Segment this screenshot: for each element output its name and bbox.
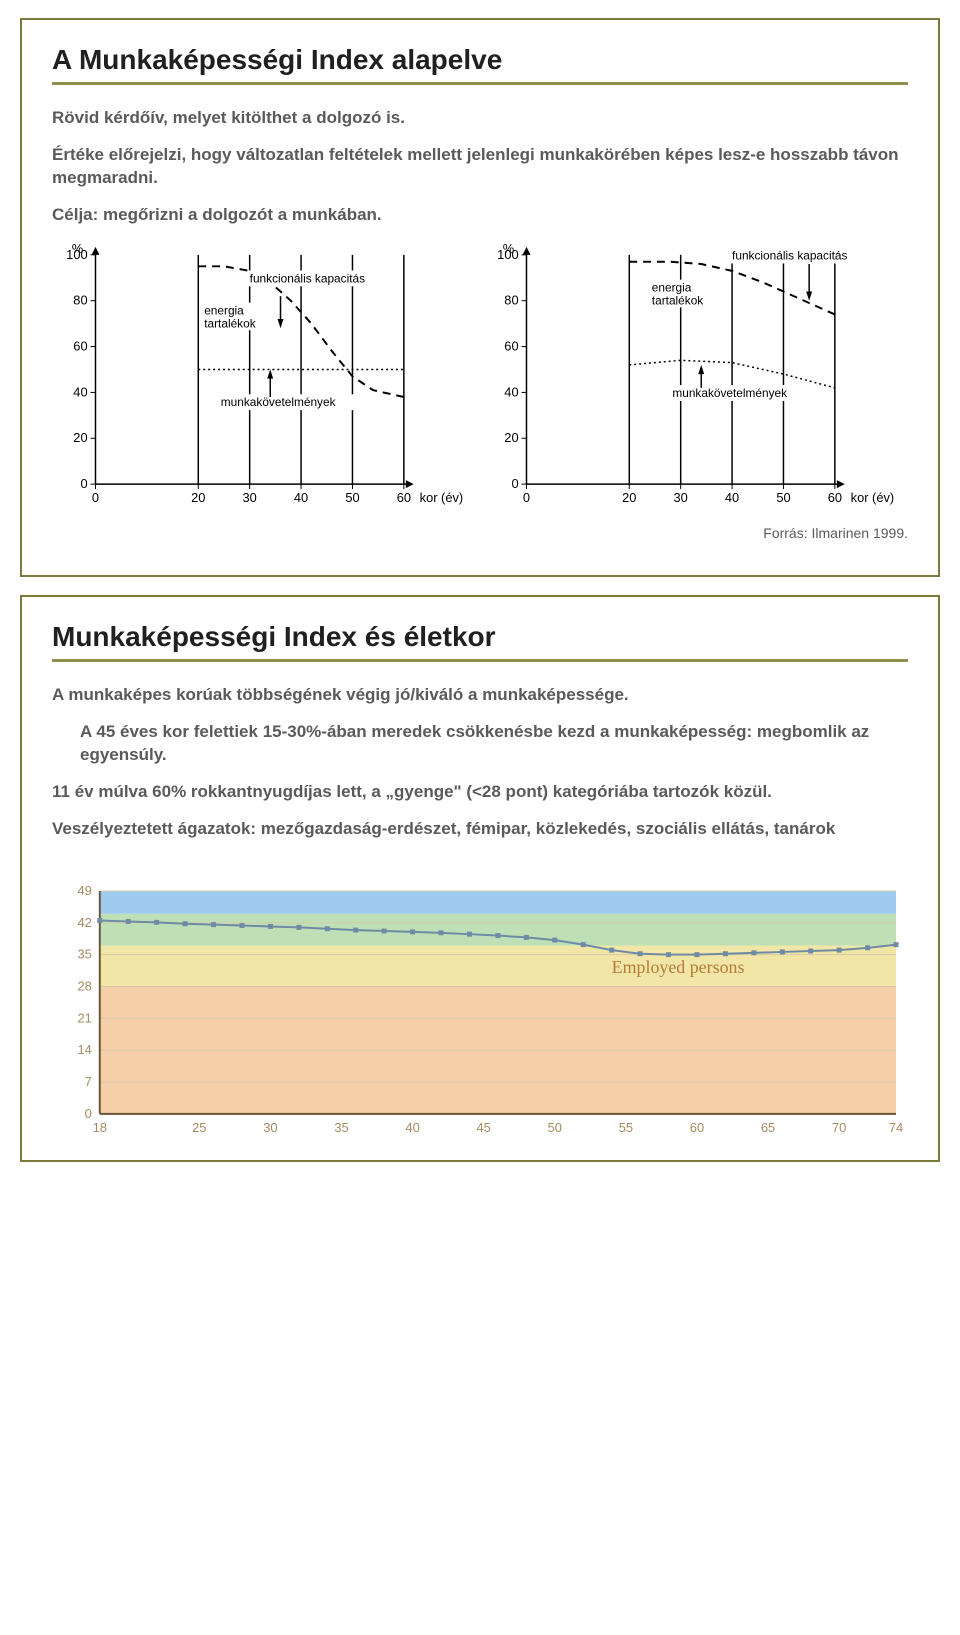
svg-text:0: 0	[523, 490, 530, 505]
svg-text:21: 21	[77, 1011, 91, 1026]
svg-text:18: 18	[93, 1120, 107, 1135]
svg-text:Employed persons: Employed persons	[612, 957, 745, 977]
svg-text:0: 0	[80, 476, 87, 491]
svg-text:60: 60	[73, 338, 87, 353]
svg-text:35: 35	[77, 947, 91, 962]
svg-text:0: 0	[511, 476, 518, 491]
minichart: 0 7 14 21 28 35 42 49 18 25 30 35 40 45 50 55 60 65 70 74 Em…	[52, 883, 908, 1142]
slide-1: A Munkaképességi Index alapelve Rövid ké…	[20, 18, 940, 577]
svg-text:40: 40	[73, 384, 87, 399]
chart-b: 020406080100%02030405060kor (év)funkcion…	[483, 241, 908, 518]
svg-text:28: 28	[77, 979, 91, 994]
svg-text:tartalékok: tartalékok	[204, 316, 255, 330]
svg-text:30: 30	[263, 1120, 277, 1135]
svg-text:60: 60	[828, 490, 842, 505]
intro-p1: Rövid kérdőív, melyet kitölthet a dolgoz…	[52, 107, 908, 130]
svg-text:60: 60	[504, 338, 518, 353]
svg-text:%: %	[503, 241, 514, 256]
s2-p1: A munkaképes korúak többségének végig jó…	[52, 684, 908, 707]
svg-text:funkcionális kapacitás: funkcionális kapacitás	[250, 271, 365, 285]
svg-text:14: 14	[77, 1042, 91, 1057]
svg-text:50: 50	[776, 490, 790, 505]
charts-row: 020406080100%02030405060kor (év)funkcion…	[52, 241, 908, 518]
svg-text:40: 40	[405, 1120, 419, 1135]
svg-text:50: 50	[548, 1120, 562, 1135]
svg-text:munkakövetelmények: munkakövetelmények	[672, 386, 787, 400]
svg-text:60: 60	[397, 490, 411, 505]
svg-text:30: 30	[674, 490, 688, 505]
svg-text:42: 42	[77, 915, 91, 930]
slide-2-content: Munkaképességi Index és életkor A munkak…	[22, 597, 938, 875]
svg-text:74: 74	[889, 1120, 903, 1135]
svg-text:funkcionális kapacitás: funkcionális kapacitás	[732, 248, 847, 262]
svg-text:49: 49	[77, 883, 91, 898]
svg-text:70: 70	[832, 1120, 846, 1135]
svg-text:60: 60	[690, 1120, 704, 1135]
svg-text:40: 40	[504, 384, 518, 399]
chart-a: 020406080100%02030405060kor (év)funkcion…	[52, 241, 477, 518]
minichart-wrap: 0 7 14 21 28 35 42 49 18 25 30 35 40 45 50 55 60 65 70 74 Em…	[52, 883, 908, 1142]
svg-text:tartalékok: tartalékok	[652, 293, 703, 307]
slide-1-content: A Munkaképességi Index alapelve Rövid ké…	[22, 20, 938, 575]
intro-p3: Célja: megőrizni a dolgozót a munkában.	[52, 204, 908, 227]
page-title-2: Munkaképességi Index és életkor	[52, 621, 908, 653]
svg-text:55: 55	[619, 1120, 633, 1135]
svg-text:0: 0	[92, 490, 99, 505]
svg-text:%: %	[72, 241, 83, 256]
title-rule	[52, 82, 908, 85]
page-title: A Munkaképességi Index alapelve	[52, 44, 908, 76]
s2-p2: A 45 éves kor felettiek 15-30%-ában mere…	[52, 721, 908, 767]
svg-text:20: 20	[622, 490, 636, 505]
svg-text:20: 20	[504, 430, 518, 445]
slide-2: Munkaképességi Index és életkor A munkak…	[20, 595, 940, 1161]
svg-text:35: 35	[334, 1120, 348, 1135]
svg-text:80: 80	[73, 292, 87, 307]
svg-text:munkakövetelmények: munkakövetelmények	[221, 395, 336, 409]
svg-text:50: 50	[345, 490, 359, 505]
svg-text:kor (év): kor (év)	[420, 490, 463, 505]
title-rule-2	[52, 659, 908, 662]
svg-text:kor (év): kor (év)	[851, 490, 894, 505]
svg-text:0: 0	[85, 1106, 92, 1121]
svg-text:30: 30	[243, 490, 257, 505]
svg-text:65: 65	[761, 1120, 775, 1135]
s2-p3: 11 év múlva 60% rokkantnyugdíjas lett, a…	[52, 781, 908, 804]
svg-text:80: 80	[504, 292, 518, 307]
svg-text:20: 20	[191, 490, 205, 505]
svg-text:20: 20	[73, 430, 87, 445]
chart-source: Forrás: Ilmarinen 1999.	[52, 525, 908, 541]
svg-text:25: 25	[192, 1120, 206, 1135]
svg-text:45: 45	[477, 1120, 491, 1135]
intro-p2: Értéke előrejelzi, hogy változatlan felt…	[52, 144, 908, 190]
svg-text:7: 7	[85, 1074, 92, 1089]
svg-text:40: 40	[725, 490, 739, 505]
s2-p4: Veszélyeztetett ágazatok: mezőgazdaság-e…	[52, 818, 908, 841]
svg-text:40: 40	[294, 490, 308, 505]
